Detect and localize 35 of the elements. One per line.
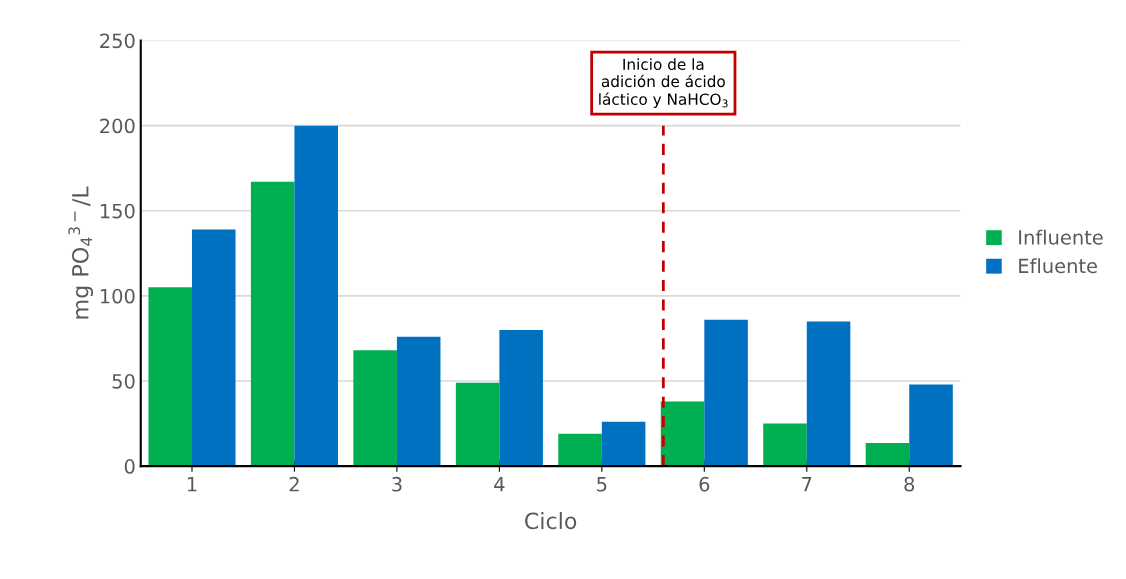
x-tick-label: 7	[802, 477, 812, 492]
y-tick-label: 150	[100, 203, 135, 219]
bar	[353, 350, 397, 467]
bar	[396, 336, 441, 467]
y-tick-label: 50	[112, 373, 135, 389]
x-tick-label: 8	[904, 476, 915, 492]
x-tick-label: 2	[289, 476, 299, 492]
x-tick-label: 4	[494, 477, 505, 492]
x-axis-title: Ciclo	[525, 512, 577, 530]
bar	[601, 421, 646, 467]
ref-line-label: Inicio de la adición de ácido láctico y NaHCO$_{3}$	[599, 58, 728, 108]
x-tick-label: 5	[597, 477, 607, 492]
bar	[909, 384, 953, 467]
bar	[250, 181, 295, 467]
bar	[806, 321, 851, 467]
bar	[704, 319, 748, 467]
bar	[558, 433, 602, 467]
legend-label: Influente	[1019, 229, 1103, 245]
x-tick-label: 6	[699, 476, 710, 492]
bar	[148, 287, 192, 467]
bar	[191, 229, 236, 467]
bar	[660, 401, 705, 467]
x-tick-label: 1	[187, 477, 197, 492]
bar	[294, 125, 338, 467]
bar	[455, 382, 500, 467]
y-axis-title: mg PO$_{4}$$^{3−}$/L	[68, 186, 93, 319]
y-tick-label: 100	[100, 288, 135, 304]
y-tick-label: 0	[124, 459, 135, 474]
legend-label: Efluente	[1019, 258, 1097, 274]
bar	[865, 443, 910, 467]
bar	[763, 423, 807, 467]
y-tick-label: 250	[100, 33, 135, 49]
bar	[499, 329, 543, 467]
y-tick-label: 200	[100, 118, 135, 134]
x-tick-label: 3	[392, 476, 402, 492]
